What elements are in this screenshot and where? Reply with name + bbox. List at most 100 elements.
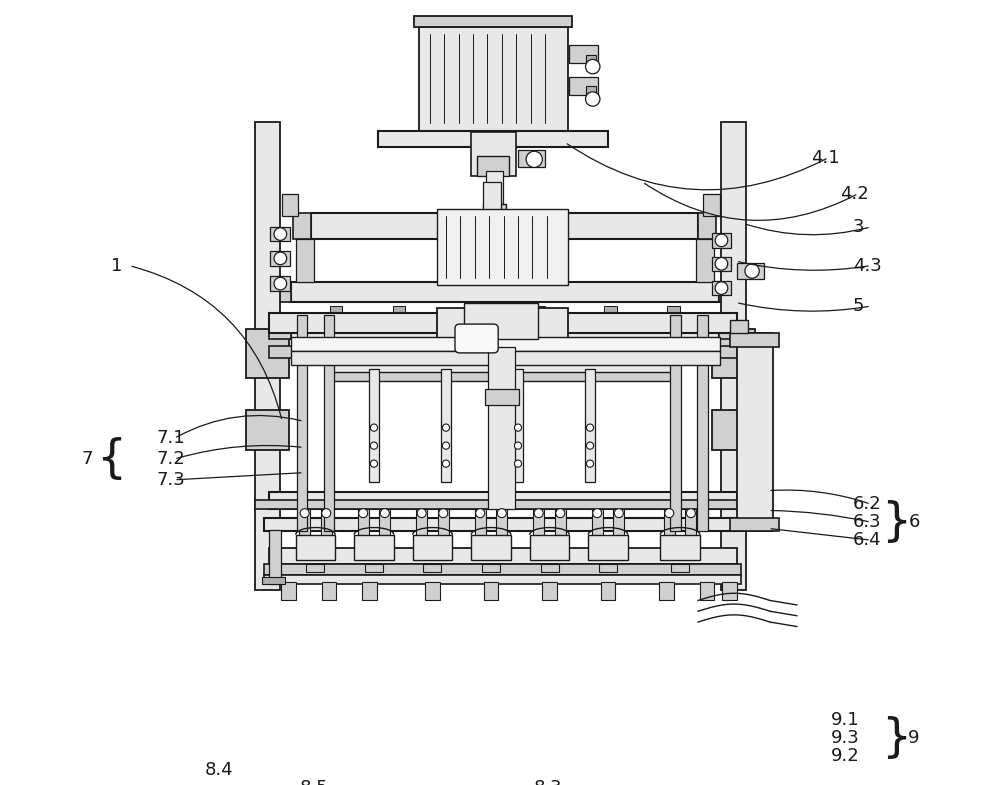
Text: 8.3: 8.3 [534, 779, 563, 785]
Bar [712, 281, 731, 295]
Circle shape [665, 509, 674, 517]
Bar [586, 55, 596, 63]
Text: }: } [881, 716, 911, 761]
Bar [306, 564, 324, 571]
Bar [413, 535, 452, 560]
Bar [532, 306, 545, 312]
Bar [533, 509, 544, 535]
Circle shape [274, 228, 287, 240]
Bar [586, 86, 596, 94]
Bar [438, 509, 449, 535]
Text: 6.3: 6.3 [853, 513, 882, 531]
Bar [730, 333, 779, 347]
Circle shape [359, 509, 368, 517]
Bar [378, 130, 608, 147]
Bar [269, 530, 281, 584]
Bar [282, 194, 298, 216]
Bar [664, 509, 675, 535]
Text: 4.1: 4.1 [811, 148, 839, 166]
Bar [264, 575, 741, 584]
Bar [721, 122, 746, 590]
Bar [542, 582, 557, 601]
Bar [297, 315, 307, 531]
Bar [730, 517, 779, 531]
Text: }: } [881, 499, 911, 545]
Bar [281, 582, 296, 601]
Bar [393, 306, 405, 312]
Bar [269, 323, 291, 339]
Text: 7.1: 7.1 [156, 429, 185, 447]
Circle shape [370, 424, 378, 431]
Bar [737, 333, 773, 531]
Bar [660, 535, 700, 560]
Bar [414, 16, 572, 27]
Circle shape [442, 460, 450, 467]
Bar [700, 582, 714, 601]
Circle shape [322, 509, 331, 517]
Circle shape [442, 424, 450, 431]
Bar [719, 323, 741, 339]
Bar [696, 239, 714, 282]
Bar [270, 227, 290, 241]
Bar [425, 582, 440, 601]
Bar [291, 282, 719, 301]
Text: 9.3: 9.3 [831, 729, 860, 747]
Bar [311, 214, 698, 239]
Bar [604, 306, 617, 312]
Bar [722, 582, 737, 601]
Circle shape [417, 509, 426, 517]
Circle shape [556, 509, 565, 517]
Bar [365, 564, 383, 571]
Text: 7: 7 [82, 450, 93, 468]
Bar [588, 535, 628, 560]
Bar [441, 369, 451, 482]
Circle shape [497, 509, 506, 517]
Bar [496, 509, 507, 535]
Bar [255, 499, 750, 509]
Bar [329, 357, 680, 374]
Bar [712, 329, 755, 378]
Bar [464, 303, 538, 339]
Bar [391, 312, 407, 323]
Bar [613, 509, 624, 535]
Bar [379, 509, 390, 535]
Text: 8.4: 8.4 [205, 761, 233, 779]
Bar [291, 323, 719, 339]
Bar [269, 548, 737, 564]
Circle shape [514, 424, 522, 431]
Bar [423, 564, 441, 571]
Bar [475, 509, 486, 535]
Text: 6.2: 6.2 [853, 495, 882, 513]
Bar [530, 535, 569, 560]
Bar [670, 315, 681, 531]
Bar [569, 76, 598, 94]
Text: 1: 1 [111, 257, 122, 275]
Circle shape [439, 509, 448, 517]
Bar [296, 535, 335, 560]
Bar [437, 209, 568, 286]
Circle shape [300, 509, 309, 517]
Bar [296, 239, 314, 282]
Circle shape [715, 257, 728, 270]
Bar [419, 27, 568, 130]
Bar [555, 509, 566, 535]
Bar [484, 582, 498, 601]
Bar [712, 257, 731, 271]
Bar [569, 45, 598, 63]
Circle shape [586, 424, 594, 431]
Bar [362, 582, 377, 601]
Bar [667, 306, 680, 312]
Bar [354, 535, 394, 560]
Bar [463, 312, 479, 323]
Bar [465, 306, 477, 312]
Circle shape [715, 234, 728, 246]
Circle shape [593, 509, 602, 517]
Bar [322, 582, 336, 601]
Text: 6: 6 [908, 513, 920, 531]
Bar [269, 313, 737, 333]
Circle shape [586, 442, 594, 449]
Bar [264, 564, 741, 575]
Bar [437, 308, 568, 357]
Bar [483, 182, 501, 214]
Bar [697, 315, 708, 531]
